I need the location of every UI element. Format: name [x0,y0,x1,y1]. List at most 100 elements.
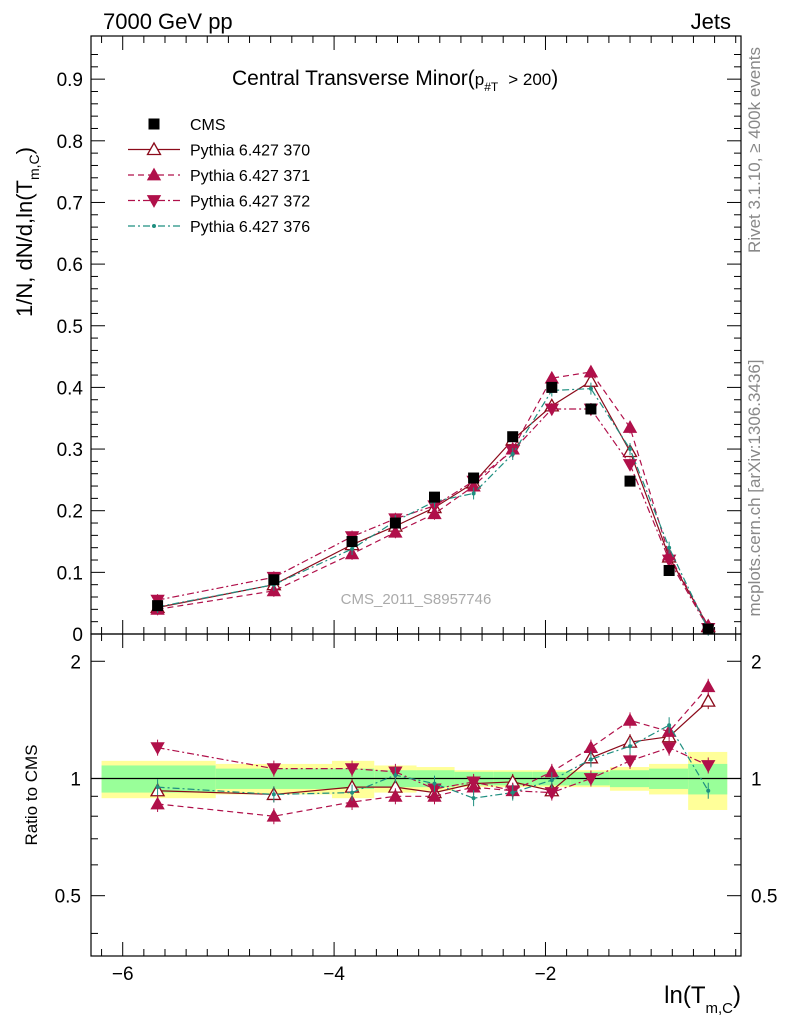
ratio-data-point [393,773,398,778]
series-line [157,408,709,629]
legend-marker [146,195,162,208]
mcplots-side-label: mcplots.cern.ch [arXiv:1306.3436] [745,359,764,616]
ratio-data-point [700,693,716,707]
main-ylabel-b: , dN/d,ln(T [12,180,37,283]
main-ylabel-c: m,C [26,154,42,180]
ratio-data-point [155,785,160,790]
main-ytick-label: 0.3 [57,440,83,461]
ratio-ytick-label-right: 2 [751,652,762,673]
ratio-data-point [432,781,437,786]
ratio-xtick-label: −2 [535,964,557,985]
main-ytick-label: 0.2 [57,502,83,523]
legend-label: Pythia 6.427 370 [190,143,310,160]
ratio-series-line [157,724,709,799]
ratio-data-point [350,790,355,795]
ratio-xlabel: ln(Tm,C) [664,982,741,1017]
cms-data-point [268,574,280,586]
cms-data-point [546,381,558,393]
series-line [157,380,709,627]
ratio-ytick-label: 0.5 [55,887,81,908]
ratio-data-point [583,773,599,786]
data-point [510,451,515,456]
legend: CMS Pythia 6.427 370 Pythia 6.427 371 Pythi… [128,117,310,236]
ratio-data-point [150,742,165,755]
data-point [350,546,355,551]
ratio-xlabel-base: ln(T [664,982,706,1009]
ratio-data-point [510,790,515,795]
data-point [628,447,633,452]
ratio-panel: 0.5 0.5 1 1 2 2 −6 −4 −2 Ratio to CMS ln(Tm,C) [22,633,777,1017]
ratio-data-point [344,763,360,776]
ratio-data-point [622,713,638,726]
ratio-xlabel-sub: m,C [706,1000,734,1017]
ratio-data-point [266,808,282,822]
data-point [583,364,599,378]
data-point [544,403,559,417]
ratio-frame [90,633,742,957]
main-ytick-label: 0 [72,625,83,646]
data-point [661,554,677,568]
ratio-series-line [157,747,709,794]
ratio-data-point [706,788,711,793]
main-panel: 0 0.1 0.2 0.3 0.4 0.5 0.6 0.7 0.8 0.9 Central Tra… [12,35,742,646]
main-ytick-label: 0.6 [57,255,83,276]
header-right-label: Jets [691,9,731,34]
data-point [388,524,403,538]
main-title-cut-base: p [475,70,484,89]
ratio-xtick-label: −6 [112,964,134,985]
ratio-xtick-label: −4 [323,964,345,985]
main-title: Central Transverse Minor(p#T > 200) [232,67,558,94]
main-ytick-label: 0.8 [57,132,83,153]
ratio-ylabel: Ratio to CMS [22,744,41,845]
legend-label: Pythia 6.427 371 [190,168,310,185]
ratio-ytick-label-right: 0.5 [751,887,777,908]
ratio-data-point [549,778,554,783]
main-ytick-label: 0.7 [57,193,83,214]
cms-data-point [152,600,164,612]
ratio-xlabel-close: ) [733,982,741,1009]
data-point [667,545,672,550]
cms-data-point [585,403,597,415]
legend-label: CMS [190,117,226,134]
legend-marker [146,167,162,181]
main-marks [149,364,716,636]
ratio-data-point [466,776,481,790]
watermark-label: CMS_2011_S8957746 [341,591,492,608]
ratio-data-point [701,760,716,773]
ratio-data-point [628,744,633,749]
main-title-cut-sub: #T [484,80,499,94]
ratio-data-point [701,679,716,693]
ratio-data-point [667,723,672,728]
ratio-data-point [344,794,360,808]
main-ytick-label: 0.4 [57,378,84,399]
main-frame [90,35,742,635]
ratio-series-line [157,686,709,817]
main-title-cut-rest: > 200 [508,70,551,89]
ratio-data-point [150,796,165,810]
ratio-data-point [661,742,677,755]
cms-data-point [663,565,675,577]
legend-label: Pythia 6.427 376 [190,219,310,236]
cms-data-point [468,472,480,484]
cms-data-point [507,431,519,443]
main-title-open-paren: ( [468,67,475,90]
main-ytick-label: 0.9 [57,70,83,91]
cms-data-point [389,517,401,529]
main-ylabel-a: 1/N [12,283,37,317]
series-line [157,388,709,630]
ratio-data-point [588,757,593,762]
data-point [471,491,476,496]
main-ylabel-d: ) [12,147,37,154]
data-point [622,420,638,433]
ratio-ytick-label: 1 [70,769,81,790]
main-ytick-label: 0.5 [57,317,83,338]
legend-marker [152,224,156,228]
ratio-marks [149,678,716,825]
ratio-axes: 0.5 0.5 1 1 2 2 −6 −4 −2 [55,633,777,985]
ratio-series-line [157,700,709,796]
cms-data-point [428,491,440,503]
data-point [622,459,638,472]
legend-label: Pythia 6.427 372 [190,194,310,211]
ratio-ytick-label-right: 1 [751,769,762,790]
